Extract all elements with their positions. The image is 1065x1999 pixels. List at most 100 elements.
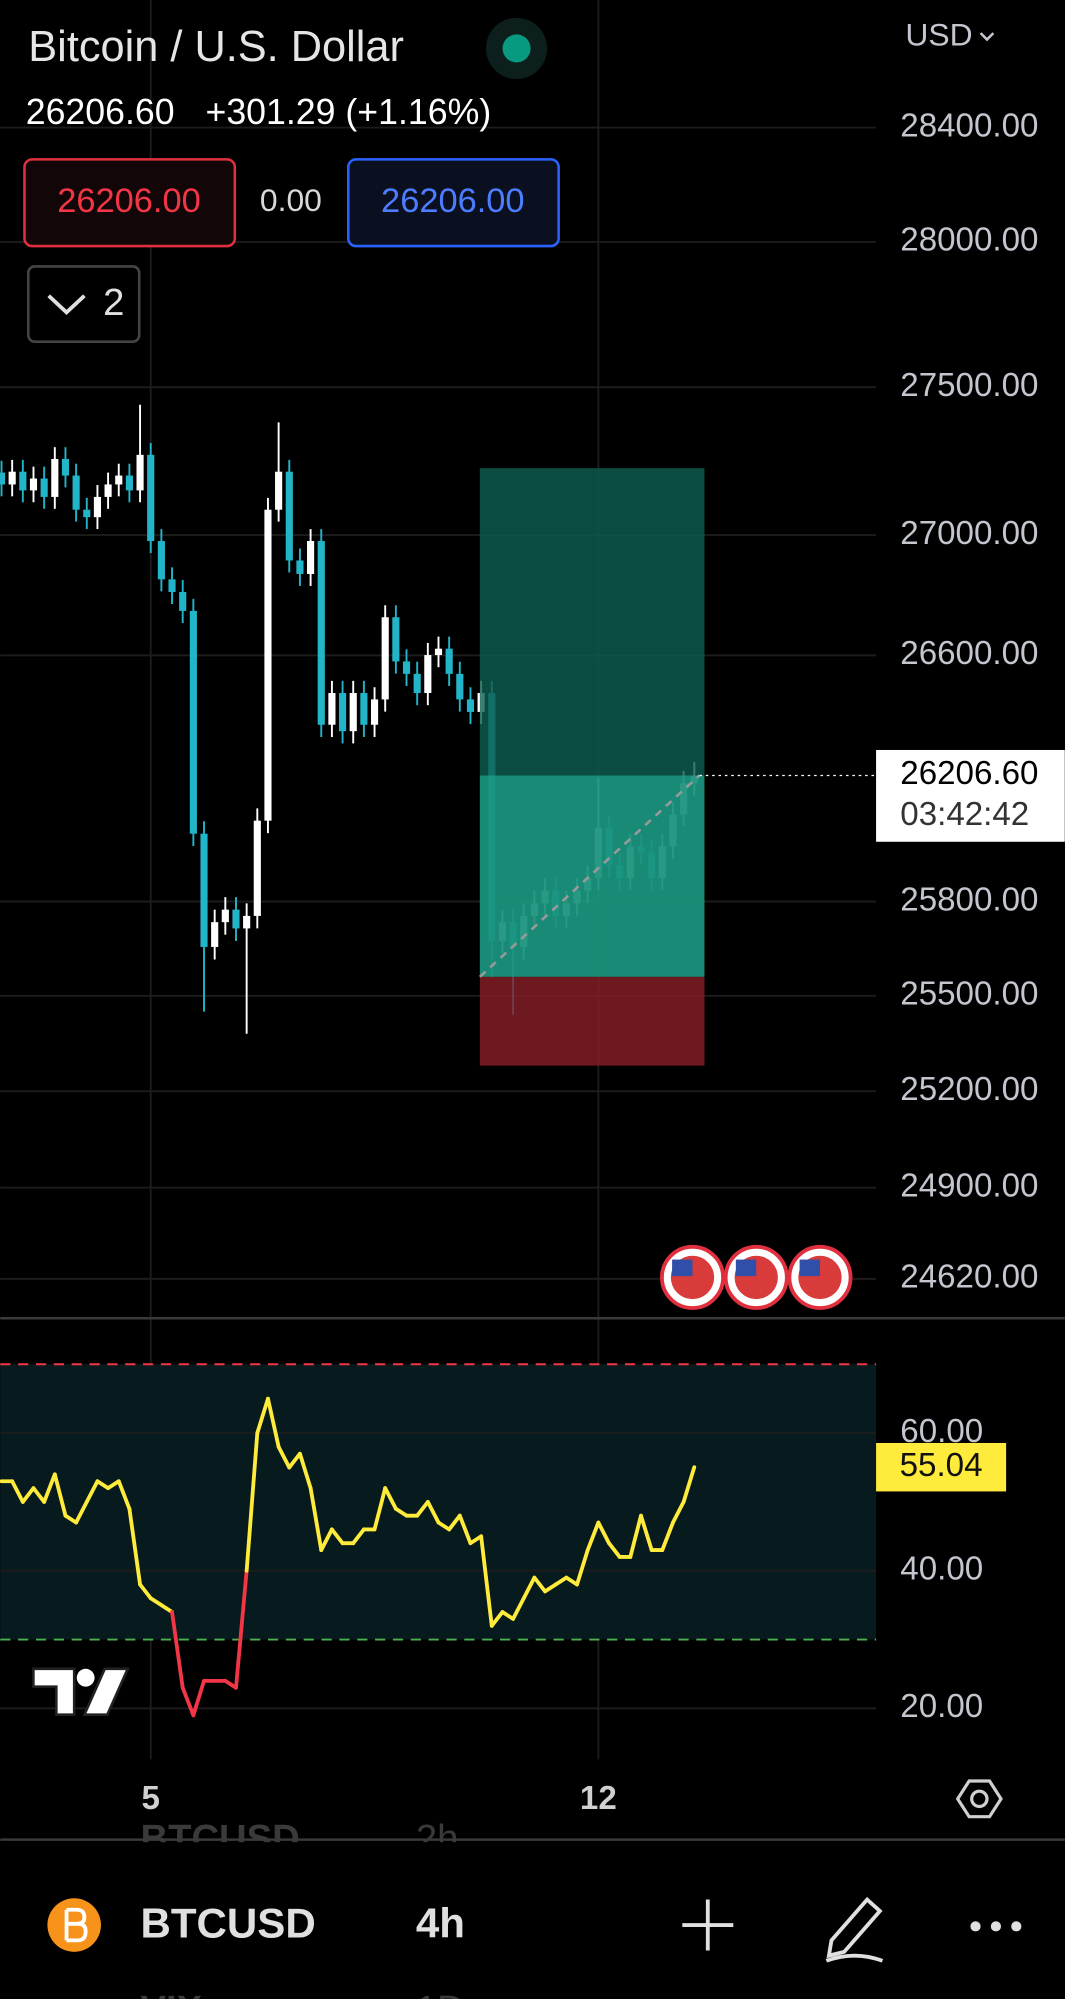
- price-change: +301.29 (+1.16%): [205, 92, 491, 132]
- candle-body: [93, 496, 102, 518]
- rsi-segment: [255, 1396, 270, 1435]
- candle-body: [434, 648, 443, 656]
- rsi-segment: [63, 1513, 79, 1525]
- candle-body: [338, 693, 347, 732]
- pencil-stroke: [825, 1953, 884, 1963]
- toggle-box: [27, 265, 141, 343]
- more-button[interactable]: [970, 1921, 1022, 1932]
- candle-body: [168, 579, 176, 592]
- logo-part: [82, 1667, 130, 1716]
- rsi-segment: [42, 1472, 57, 1504]
- buy-button[interactable]: 26206.00: [347, 158, 560, 248]
- rsi-segment: [425, 1499, 441, 1525]
- rsi-segment: [372, 1486, 388, 1532]
- last-price: 26206.60: [26, 92, 175, 132]
- buy-price: 26206.00: [381, 182, 525, 220]
- y-tick-label: 25200.00: [900, 1071, 1038, 1108]
- rsi-segment: [660, 1520, 675, 1552]
- rsi-segment: [511, 1596, 526, 1621]
- rsi-band: [0, 1364, 877, 1640]
- candle-body: [381, 617, 389, 700]
- rsi-segment: [95, 1479, 111, 1491]
- candle-body: [243, 915, 251, 929]
- rsi-segment: [521, 1575, 537, 1601]
- sell-button[interactable]: 26206.00: [23, 158, 237, 248]
- rsi-segment: [575, 1548, 590, 1587]
- y-tick-label: 27500.00: [900, 367, 1038, 404]
- rsi-segment: [244, 1431, 260, 1573]
- rsi-segment: [266, 1396, 281, 1449]
- candle-body: [456, 673, 464, 700]
- candle-body: [253, 820, 261, 916]
- settings-button[interactable]: [955, 1779, 1003, 1819]
- y-tick-label: 25500.00: [900, 976, 1038, 1013]
- plot-area: 28400.00 28000.00 27500.00 27000.00 26600.00…: [0, 0, 1065, 1817]
- countdown-label: 03:42:42: [900, 796, 1029, 833]
- rsi-segment: [607, 1541, 622, 1559]
- y-tick-label: 25800.00: [900, 881, 1038, 918]
- logo-part: [76, 1668, 95, 1687]
- sell-price: 26206.00: [57, 182, 201, 220]
- tv-logo: [32, 1667, 130, 1716]
- symbol[interactable]: BTCUSD: [140, 1899, 315, 1946]
- logo-part: [32, 1667, 76, 1716]
- currency-menu[interactable]: USD: [905, 16, 995, 52]
- rsi-segment: [319, 1527, 334, 1552]
- y-tick-label: 28000.00: [900, 222, 1038, 259]
- next-interval: 1D: [416, 1988, 465, 1999]
- rsi-segment: [351, 1527, 366, 1546]
- rsi-segment: [543, 1582, 558, 1594]
- rsi-segment: [106, 1479, 121, 1491]
- candle-body: [51, 458, 59, 497]
- dot: [970, 1921, 981, 1932]
- rsi-segment: [191, 1678, 206, 1718]
- y-tick-label: 40.00: [900, 1550, 983, 1587]
- flag-canton: [799, 1259, 820, 1277]
- candle-body: [104, 484, 112, 497]
- rsi-segment: [447, 1513, 462, 1532]
- candle-body: [40, 478, 48, 497]
- candle-body: [136, 454, 144, 491]
- rsi-segment: [10, 1479, 25, 1504]
- y-tick-label: 26600.00: [900, 635, 1038, 672]
- candle-body: [211, 922, 219, 947]
- rsi-value-box: [876, 1442, 1007, 1492]
- rsi-segment: [170, 1610, 185, 1690]
- indicators-toggle[interactable]: 2: [27, 265, 141, 343]
- rsi-segment: [489, 1610, 505, 1628]
- rsi-segment: [532, 1575, 547, 1594]
- candle-body: [157, 541, 165, 580]
- candle-body: [296, 560, 304, 574]
- position-path: [478, 774, 701, 978]
- event-flags[interactable]: [659, 1244, 853, 1310]
- last-price-box: [876, 749, 1065, 842]
- rsi-segment: [276, 1444, 292, 1470]
- sell-box: [23, 158, 237, 248]
- rsi-segment: [84, 1479, 100, 1504]
- candle-body: [125, 475, 133, 491]
- currency: USD: [905, 16, 972, 52]
- rsi-segment: [671, 1499, 686, 1525]
- draw-button[interactable]: [825, 1896, 884, 1963]
- y-tick-label: 24620.00: [900, 1259, 1038, 1296]
- candle-body: [83, 509, 91, 518]
- rsi-segment: [639, 1513, 654, 1552]
- add-button[interactable]: [682, 1899, 734, 1951]
- candle-body: [232, 909, 240, 929]
- interval[interactable]: 4h: [416, 1899, 465, 1946]
- last-price-label: 26206.60: [900, 755, 1038, 792]
- candle-body: [115, 475, 123, 485]
- rsi-segment: [681, 1465, 697, 1504]
- rsi-segment: [479, 1534, 494, 1628]
- candle-body: [413, 673, 421, 694]
- y-tick-label: 28400.00: [900, 107, 1038, 144]
- candle-body: [392, 617, 400, 662]
- dot: [990, 1921, 1002, 1932]
- rsi-value-label: 55.04: [900, 1447, 983, 1484]
- candle-body: [72, 475, 80, 510]
- rsi-segment: [628, 1513, 643, 1559]
- candle-body: [275, 471, 283, 510]
- rsi-segment: [393, 1506, 409, 1518]
- rsi-segment: [500, 1610, 516, 1621]
